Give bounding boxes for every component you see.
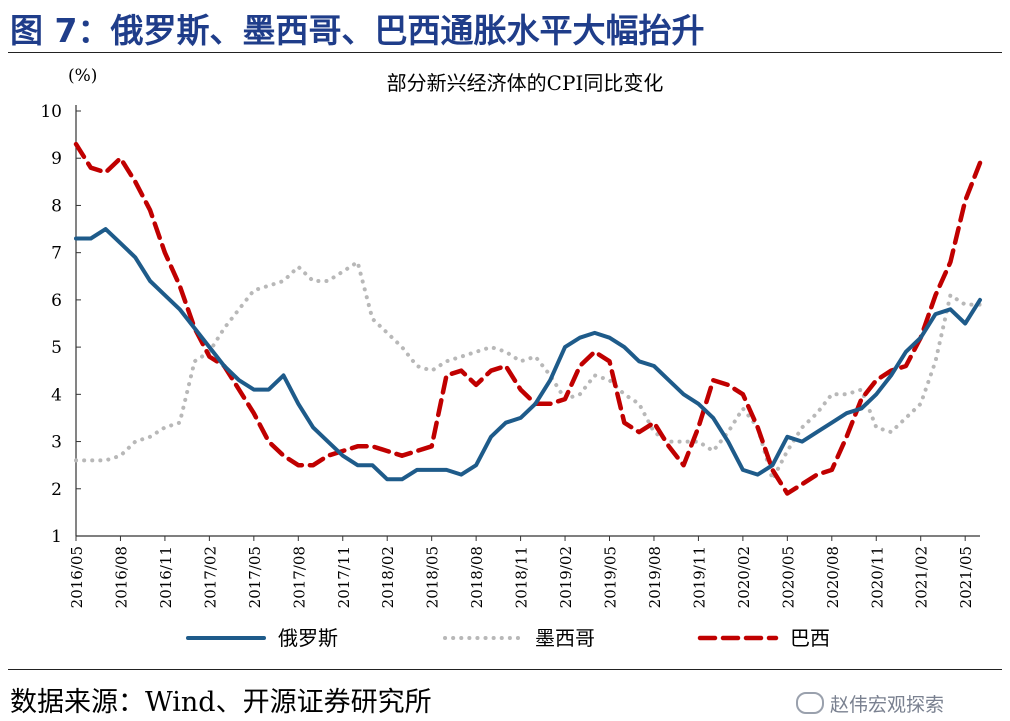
wechat-icon [796, 692, 824, 714]
x-tick-label: 2017/08 [290, 546, 308, 608]
y-axis-unit: (%) [68, 66, 97, 86]
x-tick-label: 2019/05 [602, 546, 620, 608]
y-tick-label: 4 [51, 385, 62, 405]
x-tick-label: 2020/05 [779, 546, 797, 608]
x-tick-label: 2017/11 [335, 546, 353, 608]
source-note: 数据来源：Wind、开源证券研究所 [10, 687, 432, 718]
y-tick-label: 9 [51, 149, 62, 169]
y-tick-label: 8 [51, 196, 62, 216]
y-tick-label: 1 [51, 527, 62, 547]
series-line-墨西哥 [74, 260, 982, 482]
y-tick-label: 3 [51, 433, 62, 453]
y-tick-label: 6 [51, 291, 62, 311]
series-line-巴西 [73, 141, 983, 496]
y-tick-label: 2 [51, 480, 62, 500]
top-rule [8, 52, 1002, 53]
cpi-line-chart: 部分新兴经济体的CPI同比变化 (%) 1 2 3 4 5 6 7 8 9 10 2016/05 20… [40, 66, 983, 650]
x-tick-label: 2018/11 [513, 546, 531, 608]
x-tick-label: 2017/05 [246, 546, 264, 608]
x-tick-label: 2016/08 [112, 546, 130, 608]
y-tick-label: 5 [51, 338, 62, 358]
y-tick-label: 7 [51, 244, 62, 264]
series-line-俄罗斯 [74, 227, 982, 482]
watermark: 赵伟宏观探索 [796, 690, 944, 717]
x-tick-label: 2020/08 [824, 546, 842, 608]
watermark-text: 赵伟宏观探索 [830, 694, 945, 716]
x-tick-label: 2018/08 [468, 546, 486, 608]
x-tick-label: 2020/02 [735, 546, 753, 608]
x-tick-label: 2016/11 [157, 546, 175, 608]
x-tick-label: 2021/02 [913, 546, 931, 608]
x-tick-label: 2019/11 [690, 546, 708, 608]
x-tick-label: 2016/05 [68, 546, 86, 608]
x-tick-label: 2021/05 [957, 546, 975, 608]
chart-title: 部分新兴经济体的CPI同比变化 [387, 71, 664, 95]
bottom-rule [8, 669, 1002, 670]
legend-label: 巴西 [790, 626, 830, 650]
y-tick-label: 10 [40, 102, 62, 122]
x-tick-label: 2019/02 [557, 546, 575, 608]
x-tick-label: 2020/11 [868, 546, 886, 608]
x-tick-label: 2017/02 [201, 546, 219, 608]
x-tick-label: 2019/08 [646, 546, 664, 608]
legend-label: 墨西哥 [535, 626, 595, 650]
x-tick-label: 2018/02 [379, 546, 397, 608]
figure-title: 图 7：俄罗斯、墨西哥、巴西通胀水平大幅抬升 [10, 11, 705, 50]
legend-label: 俄罗斯 [278, 626, 338, 650]
x-tick-label: 2018/05 [424, 546, 442, 608]
